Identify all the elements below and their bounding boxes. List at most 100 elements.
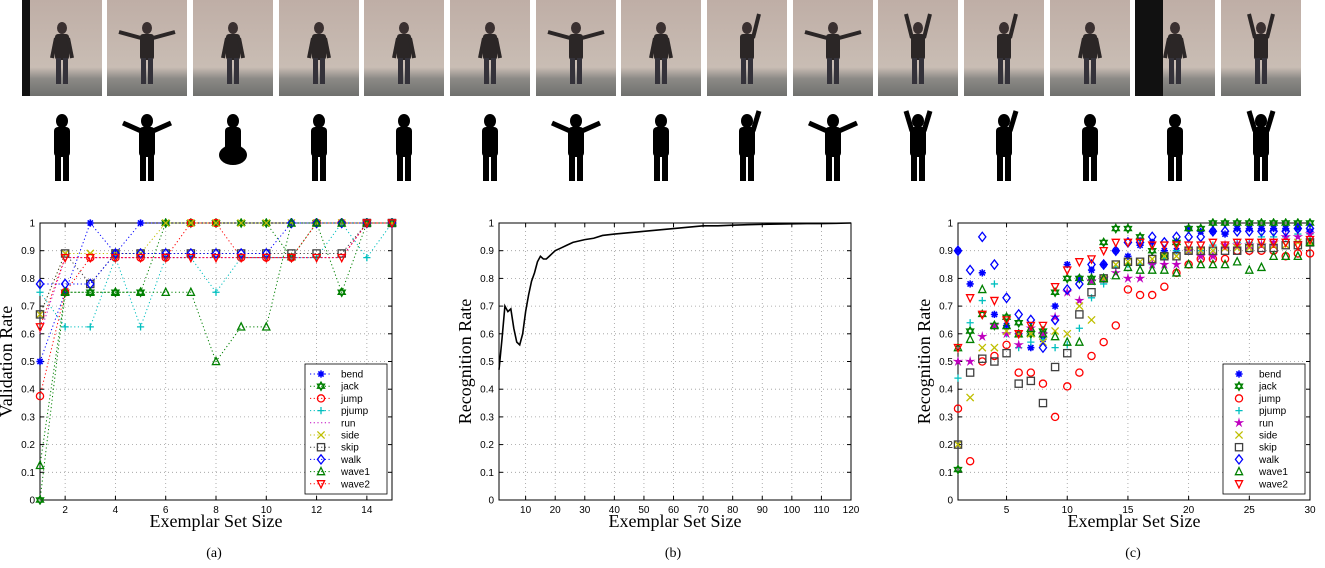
x-tick-label: 5 [1004,505,1010,516]
data-point [1026,322,1036,333]
data-point [1027,338,1035,346]
x-tick-label: 4 [113,505,119,516]
data-point [1037,328,1049,339]
y-axis-label: Recognition Rate [455,299,475,424]
data-point [990,310,999,319]
data-point [1087,258,1096,271]
series-line [39,222,392,315]
data-point [1171,259,1182,270]
data-point [1051,302,1059,310]
legend-label: jack [340,382,360,393]
video-frame [364,0,444,96]
legend-label: skip [341,443,359,454]
x-tick-label: 20 [550,505,562,516]
video-frame [193,0,273,96]
data-point [36,288,44,296]
data-point [1062,266,1072,276]
data-point [1256,261,1267,272]
data-point [1221,230,1229,238]
data-point [1086,275,1097,285]
legend-label: bend [1259,370,1281,381]
x-tick-label: 25 [1244,505,1256,516]
data-point [978,343,987,352]
data-point [1281,238,1291,248]
data-point [1134,272,1146,283]
data-point [1002,292,1011,304]
data-point [1111,270,1121,280]
video-frame [450,0,530,96]
data-point [1087,287,1096,297]
data-point [965,294,975,304]
data-point [965,456,975,466]
data-point [1159,241,1169,251]
data-point [211,253,221,264]
y-tick-label: 0.6 [939,329,953,340]
silhouette [903,110,933,181]
y-tick-label: 0 [947,496,953,507]
data-point [186,253,196,264]
legend-label: walk [1258,455,1280,466]
video-frame [878,0,958,96]
data-point [965,333,975,344]
y-tick-label: 1 [29,219,35,230]
data-point [1268,250,1279,260]
data-point [35,310,45,319]
x-tick-label: 6 [163,505,169,516]
data-point [60,253,70,264]
data-point [1208,238,1218,248]
data-point [989,296,1000,307]
data-point [953,245,963,257]
x-tick-label: 2 [62,505,68,516]
data-point [1208,246,1217,255]
data-point [1183,223,1194,234]
data-point [1099,246,1109,257]
data-point [1135,264,1145,274]
data-point [211,355,221,366]
legend-label: pjump [341,406,369,417]
data-point [965,325,975,337]
data-point [978,296,986,305]
data-point [1075,302,1084,311]
video-frame [1135,0,1215,96]
data-point [1111,321,1121,330]
data-point [1038,379,1048,388]
video-frame [279,0,359,96]
series-line [39,222,393,329]
data-point [135,253,146,264]
x-tick-label: 15 [1122,505,1134,516]
data-point [1123,261,1133,272]
video-frame [793,0,873,96]
data-point [1281,250,1291,260]
data-point [1074,295,1085,306]
data-point [60,286,70,297]
data-point [236,253,246,264]
y-tick-label: 0 [488,496,494,507]
data-point [1086,255,1097,265]
x-tick-label: 70 [698,505,710,516]
data-point [1111,260,1120,269]
data-point [111,247,120,260]
data-point [1062,348,1072,358]
silhouette [396,114,412,181]
data-point [1002,348,1011,358]
y-tick-label: 1 [488,219,494,230]
data-point [990,351,999,361]
video-frame [1050,0,1130,96]
data-point [954,374,962,382]
data-point [1220,254,1230,264]
y-tick-label: 0.8 [21,274,35,285]
silhouette [219,114,247,165]
x-tick-label: 30 [1304,505,1316,516]
y-tick-label: 0.3 [21,412,35,423]
x-tick-label: 10 [1062,505,1074,516]
chart-1: 2 4 6 8 10 12 14 0 0.1 0.2 0.3 0.4 0.5 0.6 0.7 0.8 0.9 1 E… [0,218,397,561]
y-tick-label: 0.9 [939,246,953,257]
data-point [1220,225,1230,237]
x-tick-label: 30 [579,505,591,516]
x-tick-label: 100 [783,505,800,516]
x-tick-label: 10 [520,505,532,516]
x-tick-label: 90 [757,505,769,516]
data-point [1123,223,1133,234]
